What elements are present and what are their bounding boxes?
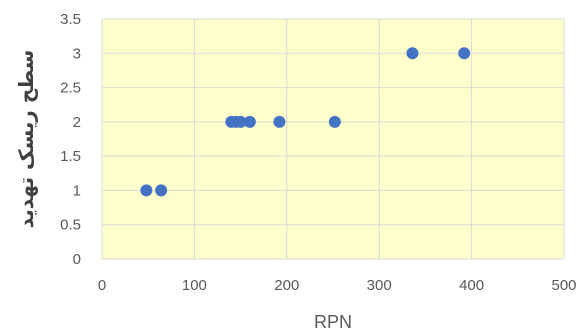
y-tick-label: 1 [73, 182, 81, 199]
x-tick-labels: 0 100 200 300 400 500 [98, 277, 577, 294]
x-tick-label: 200 [274, 277, 299, 294]
data-points [140, 47, 471, 197]
y-tick-labels: 0 0.5 1 1.5 2 2.5 3 3.5 [60, 11, 81, 268]
x-axis-title: RPN [314, 312, 352, 331]
x-tick-label: 300 [367, 277, 392, 294]
data-point [155, 184, 168, 197]
data-point [328, 115, 341, 128]
x-tick-label: 0 [98, 277, 106, 294]
data-point [406, 47, 419, 60]
data-point [458, 47, 471, 60]
y-axis-title: سطح ریسک تهدید [14, 50, 38, 229]
y-tick-label: 0 [73, 251, 81, 268]
y-tick-label: 1.5 [60, 148, 81, 165]
data-point [234, 115, 247, 128]
y-tick-label: 3.5 [60, 11, 81, 28]
y-tick-label: 3 [73, 45, 81, 62]
x-tick-label: 400 [459, 277, 484, 294]
x-tick-label: 500 [551, 277, 576, 294]
data-point [273, 115, 286, 128]
y-tick-label: 2 [73, 114, 81, 131]
data-point [140, 184, 153, 197]
plot-area [102, 19, 564, 259]
x-tick-label: 100 [182, 277, 207, 294]
y-tick-label: 0.5 [60, 217, 81, 234]
data-point [243, 115, 256, 128]
y-tick-label: 2.5 [60, 80, 81, 97]
